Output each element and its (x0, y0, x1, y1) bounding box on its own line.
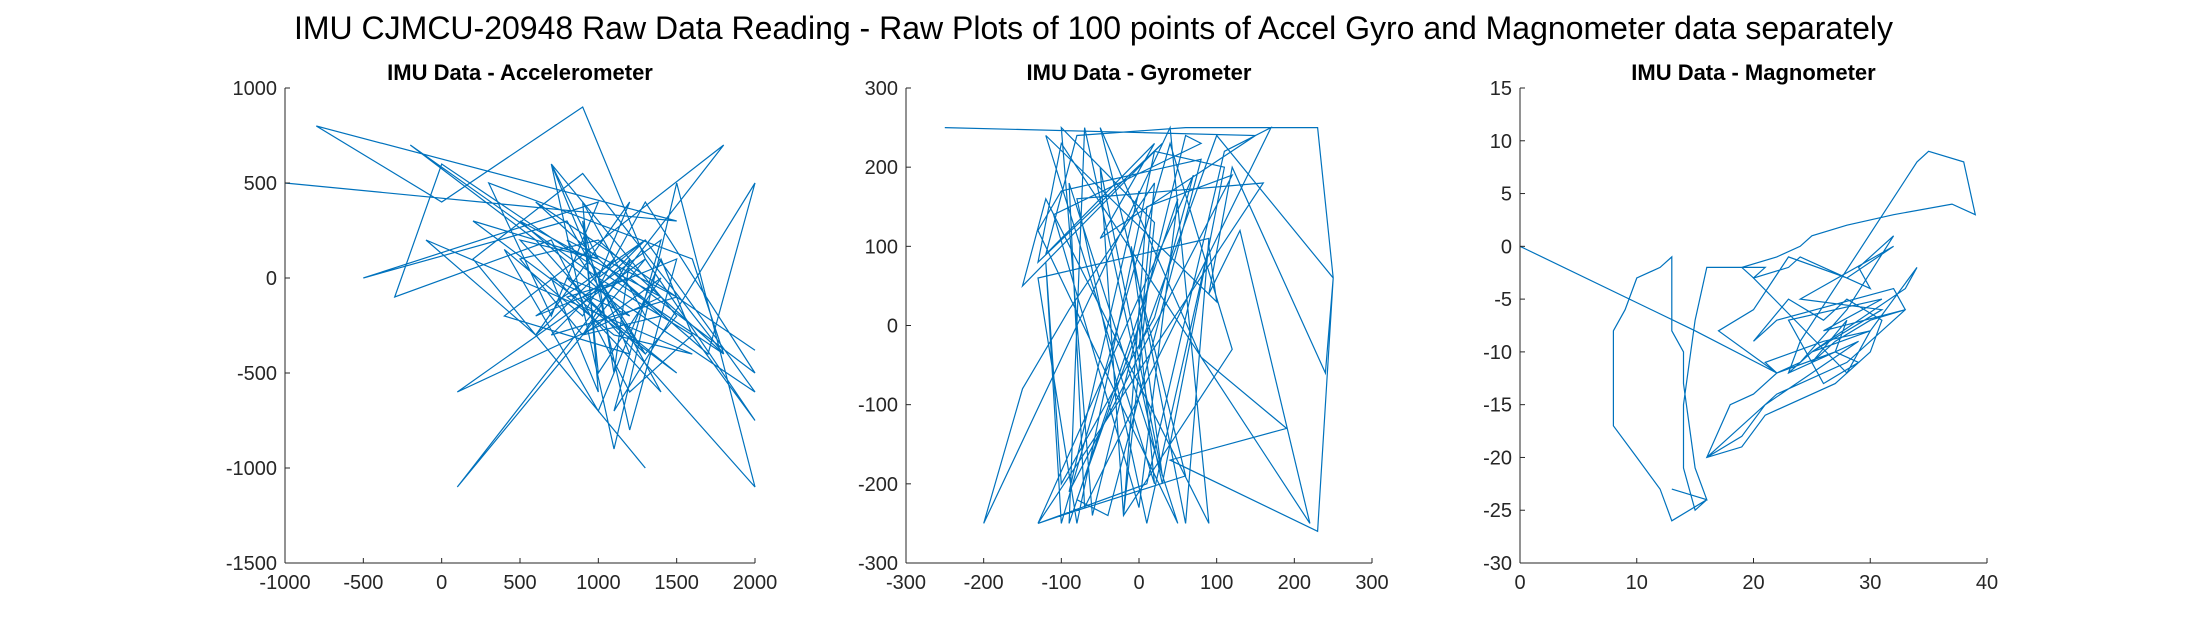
magnometer-y-tick-label: 0 (1501, 236, 1512, 258)
plot-magnometer: 0 10 20 30 40 -30 -25 -20 -15 -10 -5 0 5 10 15 IMU Data… (1483, 60, 1998, 594)
plot-gyrometer: -300 -200 -100 0 100 200 300 -300 -200 -100 0 100 20… (858, 60, 1389, 594)
magnometer-y-tick-label: -30 (1483, 553, 1512, 575)
magnometer-y-tick-label: -10 (1483, 342, 1512, 364)
magnometer-y-tick-label: -5 (1494, 289, 1512, 311)
gyrometer-series-line (944, 125, 1334, 533)
magnometer-x-tick-label: 0 (1514, 572, 1525, 594)
gyrometer-x-tick-label: -200 (964, 572, 1004, 594)
gyrometer-x-tick-label: -300 (886, 572, 926, 594)
accelerometer-y-tick-label: 0 (266, 268, 277, 290)
accelerometer-y-tick-label: -1000 (226, 458, 277, 480)
accelerometer-x-tick-label: -1000 (259, 572, 310, 594)
magnometer-series-line (1519, 150, 1977, 522)
gyrometer-x-tick-label: 300 (1355, 572, 1388, 594)
plot-accelerometer: -1000 -500 0 500 1000 1500 2000-1500-1000-5000… (226, 60, 777, 594)
magnometer-y-tick-label: 15 (1490, 78, 1512, 100)
gyrometer-x-tick-label: -100 (1041, 572, 1081, 594)
accelerometer-x-tick-label: 500 (503, 572, 536, 594)
accelerometer-y-tick-label: 1000 (233, 78, 278, 100)
accelerometer-series-line (284, 106, 756, 488)
gyrometer-x-tick-label: 100 (1200, 572, 1233, 594)
gyrometer-x-tick-label: 0 (1133, 572, 1144, 594)
figure-title: IMU CJMCU-20948 Raw Data Reading - Raw P… (294, 10, 1893, 46)
accelerometer-x-tick-label: 1500 (654, 572, 699, 594)
magnometer-y-tick-label: 5 (1501, 184, 1512, 206)
gyrometer-y-tick-label: -100 (858, 395, 898, 417)
magnometer-x-tick-label: 30 (1859, 572, 1881, 594)
gyrometer-y-tick-label: 100 (865, 236, 898, 258)
magnometer-y-tick-label: -20 (1483, 447, 1512, 469)
magnometer-title: IMU Data - Magnometer (1631, 60, 1876, 85)
gyrometer-y-tick-label: 300 (865, 78, 898, 100)
gyrometer-y-tick-label: 200 (865, 157, 898, 179)
magnometer-y-tick-label: -25 (1483, 500, 1512, 522)
gyrometer-title: IMU Data - Gyrometer (1027, 60, 1252, 85)
gyrometer-y-tick-label: -200 (858, 474, 898, 496)
gyrometer-y-tick-label: -300 (858, 553, 898, 575)
magnometer-x-tick-label: 40 (1976, 572, 1998, 594)
accelerometer-x-tick-label: 0 (436, 572, 447, 594)
accelerometer-x-tick-label: 2000 (733, 572, 778, 594)
accelerometer-y-tick-label: -1500 (226, 553, 277, 575)
magnometer-y-tick-label: 10 (1490, 131, 1512, 153)
magnometer-x-tick-label: 10 (1626, 572, 1648, 594)
gyrometer-x-tick-label: 200 (1278, 572, 1311, 594)
accelerometer-x-tick-label: -500 (343, 572, 383, 594)
accelerometer-y-tick-label: 500 (244, 173, 277, 195)
accelerometer-title: IMU Data - Accelerometer (387, 60, 653, 85)
magnometer-y-tick-label: -15 (1483, 395, 1512, 417)
accelerometer-y-tick-label: -500 (237, 363, 277, 385)
magnometer-x-tick-label: 20 (1742, 572, 1764, 594)
accelerometer-x-tick-label: 1000 (576, 572, 621, 594)
gyrometer-y-tick-label: 0 (887, 316, 898, 338)
